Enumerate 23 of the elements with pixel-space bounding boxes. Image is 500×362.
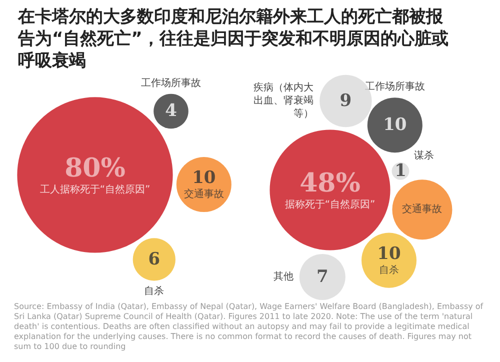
category-label: 疾病（体内大出血、肾衰竭等）	[254, 82, 314, 120]
data-label: 1	[394, 161, 406, 182]
data-label: 9	[340, 91, 352, 111]
category-label: 据称死于“自然原因”	[284, 198, 376, 210]
category-label: 交通事故	[402, 203, 442, 216]
category-label: 自杀	[144, 284, 164, 297]
category-label: 工作场所事故	[141, 76, 202, 89]
data-label: 10	[377, 244, 401, 264]
data-label: 4	[165, 101, 178, 122]
category-label: 工作场所事故	[364, 80, 425, 93]
category-label: 其他	[273, 270, 294, 282]
text: 在卡塔尔的大多数印度和尼泊尔籍外来工人的死亡都被报告为“自然死亡”，往往是归因于突发和不明原因的心脏或呼吸衰竭	[18, 6, 450, 72]
data-label: 10	[192, 168, 216, 188]
category-label: 谋杀	[414, 149, 434, 162]
category-label: 交通事故	[184, 188, 224, 200]
data-label: 80%	[64, 154, 126, 184]
data-label: 10	[383, 115, 407, 136]
source-note: Source: Embassy of India (Qatar), Embassy of Nepal (Qatar), Wage Earners' Welfare Board (Bangladesh), Embassy of Sri Lanka (Qatar) Supreme Council of Health (Qatar). Figures 2011 to late 2020. Note: The use of the term 'natural death' is contentious. Deaths are often classified without an autopsy and may fail to provide a legitimate medical explanation for the underlying causes. There is no common format to record the causes of death. Figures may not sum to 100 due to rounding	[14, 302, 484, 352]
data-label: 6	[148, 249, 160, 270]
data-label: 48%	[300, 168, 361, 198]
data-label: 7	[316, 266, 328, 287]
category-label: 工人据称死于“自然原因”	[40, 184, 150, 196]
category-label: 自杀	[379, 264, 399, 276]
